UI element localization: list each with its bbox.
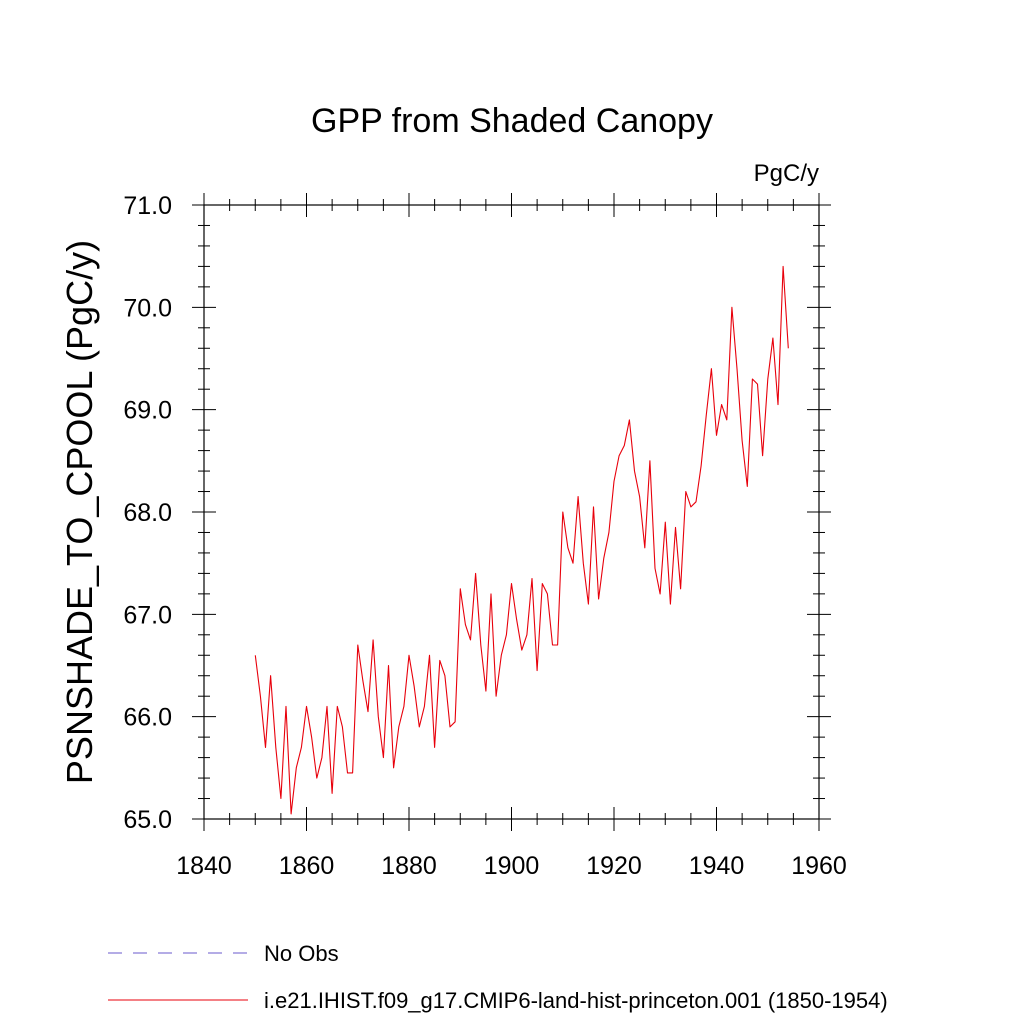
y-tick-label: 66.0 bbox=[123, 704, 172, 732]
y-tick-label: 70.0 bbox=[123, 294, 172, 322]
y-tick-label: 71.0 bbox=[123, 192, 172, 220]
legend: No Obs i.e21.IHIST.f09_g17.CMIP6-land-hi… bbox=[108, 941, 888, 1013]
legend-label-obs: No Obs bbox=[264, 941, 339, 966]
chart-title: GPP from Shaded Canopy bbox=[311, 102, 713, 140]
y-tick-label: 65.0 bbox=[123, 806, 172, 834]
y-axis-label: PSNSHADE_TO_CPOOL (PgC/y) bbox=[59, 240, 100, 784]
y-tick-label: 68.0 bbox=[123, 499, 172, 527]
x-tick-label: 1960 bbox=[791, 852, 847, 880]
y-tick-label: 69.0 bbox=[123, 397, 172, 425]
x-tick-label: 1880 bbox=[381, 852, 437, 880]
plot-frame bbox=[203, 204, 820, 820]
series-line-model bbox=[254, 265, 789, 815]
x-tick-label: 1900 bbox=[484, 852, 540, 880]
axis-ticks bbox=[192, 193, 831, 831]
series-layer bbox=[254, 265, 789, 815]
x-tick-label: 1920 bbox=[586, 852, 642, 880]
x-tick-label: 1940 bbox=[689, 852, 745, 880]
tick-labels: 1840 1860 1880 1900 1920 1940 1960 65.0 66.0 67.0… bbox=[123, 192, 846, 880]
x-tick-label: 1840 bbox=[176, 852, 232, 880]
x-tick-label: 1860 bbox=[279, 852, 335, 880]
units-label: PgC/y bbox=[754, 160, 819, 187]
legend-label-model: i.e21.IHIST.f09_g17.CMIP6-land-hist-prin… bbox=[264, 988, 888, 1013]
y-tick-label: 67.0 bbox=[123, 601, 172, 629]
